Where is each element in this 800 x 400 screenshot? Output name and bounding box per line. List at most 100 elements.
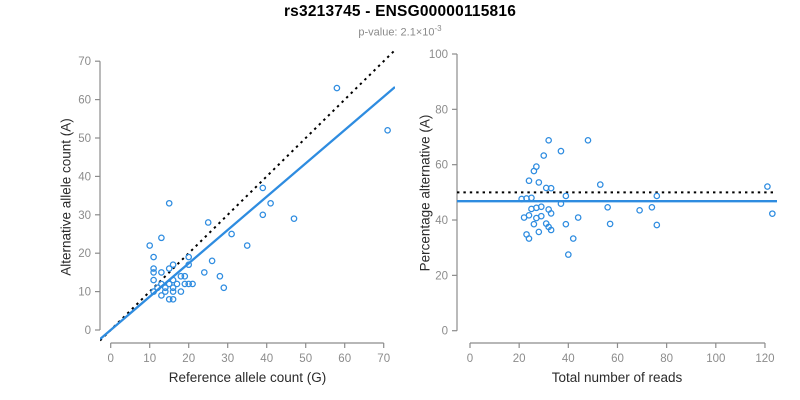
y-tick-label: 30 bbox=[78, 210, 91, 222]
data-point bbox=[150, 288, 157, 295]
x-tick-label: 20 bbox=[182, 353, 195, 365]
data-point bbox=[525, 177, 533, 185]
y-tick-label: 20 bbox=[78, 248, 91, 260]
data-point bbox=[243, 242, 251, 249]
data-point bbox=[169, 284, 177, 292]
y-tick-label: 20 bbox=[435, 270, 448, 282]
data-point bbox=[535, 228, 543, 236]
data-point bbox=[542, 184, 550, 192]
x-tick-label: 0 bbox=[107, 353, 113, 365]
data-point bbox=[540, 152, 548, 159]
data-point bbox=[169, 295, 177, 303]
data-point bbox=[528, 205, 535, 213]
regression-line bbox=[100, 86, 395, 341]
right-xaxis-title: Total number of reads bbox=[551, 370, 683, 385]
x-tick-label: 80 bbox=[660, 353, 673, 365]
data-point bbox=[530, 167, 538, 175]
data-point bbox=[161, 284, 169, 292]
data-point bbox=[520, 214, 528, 221]
data-point bbox=[165, 265, 173, 272]
data-point bbox=[574, 214, 582, 221]
data-point bbox=[158, 234, 165, 242]
data-point bbox=[158, 280, 165, 288]
y-tick-label: 100 bbox=[429, 49, 448, 61]
x-tick-label: 0 bbox=[467, 353, 473, 365]
data-point bbox=[564, 251, 572, 258]
x-tick-label: 10 bbox=[143, 353, 156, 365]
x-tick-label: 50 bbox=[299, 353, 312, 365]
x-tick-label: 70 bbox=[377, 353, 390, 365]
data-point bbox=[569, 235, 577, 242]
pvalue-exponent: -3 bbox=[434, 24, 442, 33]
page-title: rs3213745 - ENSG00000115816 bbox=[283, 3, 517, 20]
y-tick-label: 0 bbox=[442, 326, 448, 338]
point-layer bbox=[518, 137, 776, 258]
data-point bbox=[533, 214, 540, 222]
y-tick-label: 50 bbox=[78, 133, 91, 145]
data-point bbox=[518, 195, 525, 203]
data-point bbox=[158, 292, 165, 299]
data-point bbox=[535, 179, 543, 186]
line-layer bbox=[100, 50, 395, 342]
pvalue-subtitle: p-value: 2.1×10-3 bbox=[0, 24, 800, 39]
data-point bbox=[169, 288, 177, 295]
data-point bbox=[547, 210, 555, 217]
data-point bbox=[150, 276, 157, 284]
x-tick-label: 40 bbox=[562, 353, 575, 365]
data-point bbox=[636, 207, 643, 214]
data-point bbox=[208, 257, 216, 265]
left-yaxis-title: Alternative allele count (A) bbox=[58, 118, 74, 276]
data-point bbox=[220, 284, 228, 292]
data-point bbox=[333, 84, 341, 92]
x-tick-label: 30 bbox=[221, 353, 234, 365]
data-point bbox=[648, 203, 656, 211]
x-tick-label: 40 bbox=[260, 353, 273, 365]
data-point bbox=[764, 183, 771, 190]
data-point bbox=[562, 192, 570, 200]
data-point bbox=[177, 272, 185, 280]
y-tick-label: 40 bbox=[435, 215, 448, 227]
data-point bbox=[545, 137, 552, 144]
y-tick-label: 10 bbox=[78, 287, 91, 299]
x-tick-label: 100 bbox=[706, 353, 725, 365]
data-point bbox=[165, 199, 173, 207]
data-point bbox=[228, 230, 235, 238]
pvalue-text: p-value: 2.1×10 bbox=[358, 26, 435, 39]
data-point bbox=[557, 147, 565, 155]
data-point bbox=[169, 276, 177, 284]
data-point bbox=[525, 235, 533, 242]
data-point bbox=[557, 200, 565, 208]
y-tick-label: 0 bbox=[85, 325, 91, 337]
data-point bbox=[653, 192, 661, 200]
data-point bbox=[653, 221, 661, 229]
data-point bbox=[384, 126, 391, 134]
data-point bbox=[259, 211, 267, 219]
data-point bbox=[189, 280, 196, 288]
data-point bbox=[181, 272, 189, 280]
allele-count-scatter: 0 10 20 30 40 50 60 70 0 10 20 30 40 50 60 70 bbox=[78, 50, 395, 365]
data-point bbox=[200, 269, 208, 276]
percentage-vs-total-reads-scatter: 0 20 40 60 80 100 0 20 40 60 80 100 120 bbox=[429, 49, 777, 365]
data-point bbox=[150, 253, 157, 261]
y-tick-label: 60 bbox=[78, 95, 91, 107]
data-point bbox=[547, 226, 555, 234]
data-point bbox=[165, 295, 173, 303]
data-point bbox=[562, 220, 570, 228]
data-point bbox=[161, 288, 169, 295]
identity-line bbox=[100, 50, 395, 342]
data-point bbox=[290, 215, 298, 222]
x-tick-label: 20 bbox=[513, 353, 526, 365]
data-point bbox=[165, 280, 173, 288]
y-tick-label: 40 bbox=[78, 171, 91, 183]
right-yaxis-title: Percentage alternative (A) bbox=[417, 114, 433, 272]
data-point bbox=[606, 220, 614, 228]
y-tick-label: 70 bbox=[78, 56, 91, 68]
data-point bbox=[769, 210, 776, 217]
data-point bbox=[181, 280, 189, 288]
data-point bbox=[596, 181, 604, 188]
x-tick-label: 60 bbox=[611, 353, 624, 365]
data-point bbox=[169, 261, 177, 269]
data-point bbox=[154, 284, 161, 292]
